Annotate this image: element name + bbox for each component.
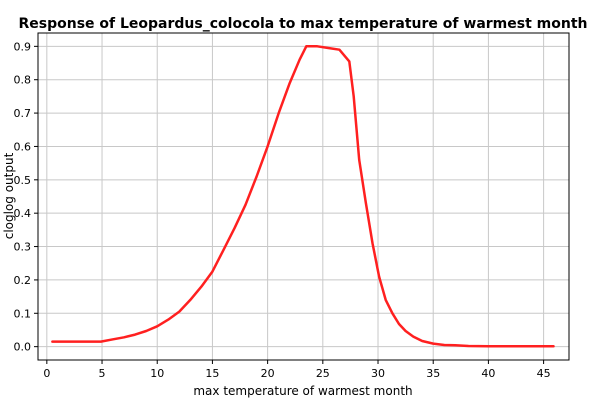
x-tick-label: 35 (426, 367, 440, 380)
axis-ticks: 0 5 10 15 20 25 30 35 40 45 0.0 0.1 0.2 0.3 0.4 0.5 0.6 0… (14, 40, 551, 380)
x-tick-label: 5 (99, 367, 106, 380)
y-tick-label: 0.3 (14, 241, 32, 254)
x-tick-label: 25 (316, 367, 330, 380)
x-axis-label: max temperature of warmest month (193, 384, 412, 398)
y-tick-label: 0.8 (14, 74, 32, 87)
y-axis-label: cloglog output (2, 152, 16, 239)
x-tick-label: 30 (371, 367, 385, 380)
y-tick-label: 0.0 (14, 341, 32, 354)
y-tick-label: 0.9 (14, 40, 32, 53)
plot-frame (37, 32, 570, 361)
x-tick-label: 45 (537, 367, 551, 380)
y-tick-label: 0.1 (14, 307, 32, 320)
x-tick-label: 10 (150, 367, 164, 380)
response-curve-line (51, 45, 555, 348)
x-tick-label: 15 (205, 367, 219, 380)
x-tick-label: 40 (481, 367, 495, 380)
y-tick-label: 0.7 (14, 107, 32, 120)
y-tick-label: 0.6 (14, 140, 32, 153)
chart-title: Response of Leopardus_colocola to max te… (19, 16, 588, 32)
x-tick-label: 0 (43, 367, 50, 380)
x-tick-label: 20 (261, 367, 275, 380)
series-layer (51, 45, 555, 348)
y-tick-label: 0.4 (14, 207, 32, 220)
y-tick-label: 0.2 (14, 274, 32, 287)
y-tick-label: 0.5 (14, 174, 32, 187)
